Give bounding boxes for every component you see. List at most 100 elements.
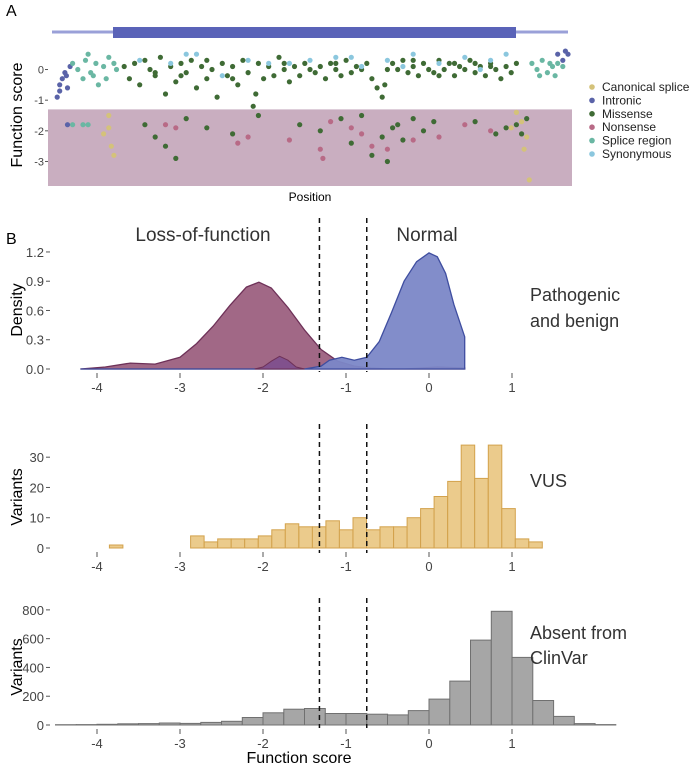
variant-point-missense bbox=[255, 112, 261, 119]
panel-b1-xtick-label: -4 bbox=[91, 380, 103, 395]
panel-a-ytick-label: 0 bbox=[38, 65, 44, 77]
variant-point-missense bbox=[390, 60, 396, 66]
vus-bar bbox=[352, 517, 367, 549]
panel-b2-ytick-label: 0 bbox=[37, 541, 44, 556]
variant-point-splice bbox=[537, 73, 543, 79]
variant-point-splice bbox=[544, 70, 551, 76]
variant-point-missense bbox=[188, 57, 194, 63]
panel-b1-ylabel: Density bbox=[9, 283, 26, 336]
variant-point-missense bbox=[162, 91, 169, 97]
variant-point-missense bbox=[245, 70, 251, 76]
variant-point-missense bbox=[395, 122, 401, 128]
variant-point-missense bbox=[410, 57, 416, 63]
variant-point-missense bbox=[281, 60, 287, 66]
panel-b3-ylabel: Variants bbox=[9, 638, 26, 696]
absent-bar bbox=[262, 712, 285, 726]
panel-b3-ytick-label: 200 bbox=[22, 689, 44, 704]
variant-point-missense bbox=[420, 60, 427, 66]
variant-point-splice bbox=[85, 122, 91, 128]
variant-point-nonsense bbox=[235, 140, 241, 146]
variant-point-canonical bbox=[101, 131, 107, 137]
variant-point-splice bbox=[555, 60, 561, 66]
variant-point-missense bbox=[173, 155, 179, 161]
vus-bar bbox=[528, 541, 543, 549]
variant-point-synonymous bbox=[436, 60, 442, 66]
variant-point-canonical bbox=[519, 119, 525, 125]
panel-a-ytick-label: -2 bbox=[34, 126, 44, 138]
panel-b3-xtick-label: -1 bbox=[340, 736, 352, 751]
row-label-pathogenic-1: Pathogenic bbox=[530, 285, 620, 305]
legend-label-intronic: Intronic bbox=[602, 93, 641, 107]
panel-b1-xtick-label: -1 bbox=[340, 380, 352, 395]
variant-point-missense bbox=[328, 60, 334, 66]
absent-bar bbox=[490, 610, 513, 726]
vus-bar bbox=[393, 526, 408, 549]
variant-point-missense bbox=[297, 122, 303, 128]
variant-point-missense bbox=[183, 116, 189, 122]
variant-point-intronic bbox=[64, 122, 71, 128]
vus-bar bbox=[487, 444, 503, 549]
variant-point-missense bbox=[291, 63, 298, 70]
variant-point-missense bbox=[307, 66, 313, 73]
vus-bar bbox=[460, 444, 476, 549]
legend-swatch-canonical bbox=[589, 84, 595, 90]
absent-bar bbox=[283, 708, 306, 726]
variant-point-splice bbox=[552, 73, 558, 79]
variant-point-missense bbox=[253, 91, 259, 97]
variant-point-missense bbox=[431, 70, 437, 76]
variant-point-intronic bbox=[560, 57, 566, 63]
variant-point-missense bbox=[338, 116, 344, 122]
panel-b1-plot: 0.0 0.3 0.6 0.9 1.2 -4 -3 -2 -1 0 1 bbox=[26, 218, 516, 395]
panel-b2-xtick-label: -4 bbox=[91, 559, 103, 574]
panel-b3-xtick-label: -4 bbox=[91, 736, 103, 751]
variant-point-missense bbox=[281, 66, 287, 73]
panel-a-xlabel: Position bbox=[289, 190, 332, 204]
variant-point-missense bbox=[333, 60, 339, 66]
variant-point-nonsense bbox=[173, 125, 179, 131]
panel-a-yticks: 0 -1 -2 -3 bbox=[34, 65, 48, 169]
panel-a-ytick-label: -3 bbox=[34, 157, 44, 169]
variant-point-nonsense bbox=[384, 146, 390, 152]
panel-b3-ytick-label: 400 bbox=[22, 660, 44, 675]
panel-b2-ytick-label: 30 bbox=[30, 450, 44, 465]
variant-point-missense bbox=[142, 122, 148, 128]
variant-point-intronic bbox=[64, 85, 71, 91]
variant-point-missense bbox=[302, 60, 308, 66]
variant-point-synonymous bbox=[286, 60, 292, 66]
variant-point-missense bbox=[426, 66, 432, 73]
variant-point-missense bbox=[230, 131, 236, 137]
variant-point-nonsense bbox=[436, 134, 442, 140]
panel-b3-xtick-label: 0 bbox=[425, 736, 432, 751]
variant-point-synonymous bbox=[168, 60, 174, 66]
vus-bar bbox=[474, 477, 489, 549]
legend-swatch-intronic bbox=[589, 97, 595, 104]
variant-point-splice bbox=[560, 63, 566, 70]
variant-point-missense bbox=[472, 60, 478, 66]
variant-point-missense bbox=[333, 66, 339, 73]
variant-point-synonymous bbox=[193, 51, 200, 57]
variant-point-missense bbox=[503, 125, 509, 131]
variant-point-missense bbox=[400, 137, 406, 143]
vus-bar bbox=[406, 517, 422, 549]
variant-point-missense bbox=[400, 57, 406, 63]
variant-point-missense bbox=[121, 63, 127, 70]
variant-point-missense bbox=[152, 70, 158, 76]
variant-point-nonsense bbox=[410, 137, 416, 143]
row-label-vus: VUS bbox=[530, 471, 567, 491]
variant-point-missense bbox=[384, 66, 390, 73]
absent-bar bbox=[407, 710, 430, 726]
panel-b2-xtick-label: 0 bbox=[425, 559, 432, 574]
legend-swatch-synonymous bbox=[589, 151, 595, 157]
absent-bar bbox=[573, 723, 596, 726]
panel-b2-xtick-label: -2 bbox=[257, 559, 269, 574]
vus-bar bbox=[420, 508, 435, 549]
variant-point-nonsense bbox=[162, 122, 169, 128]
panel-b1-xtick-label: -3 bbox=[174, 380, 186, 395]
variant-point-missense bbox=[338, 73, 344, 79]
variant-point-missense bbox=[457, 63, 463, 70]
panel-b2-xtick-label: -3 bbox=[174, 559, 186, 574]
vus-bar bbox=[447, 480, 462, 549]
variant-point-missense bbox=[255, 60, 261, 66]
variant-point-missense bbox=[420, 128, 427, 134]
variant-point-intronic bbox=[54, 94, 60, 100]
